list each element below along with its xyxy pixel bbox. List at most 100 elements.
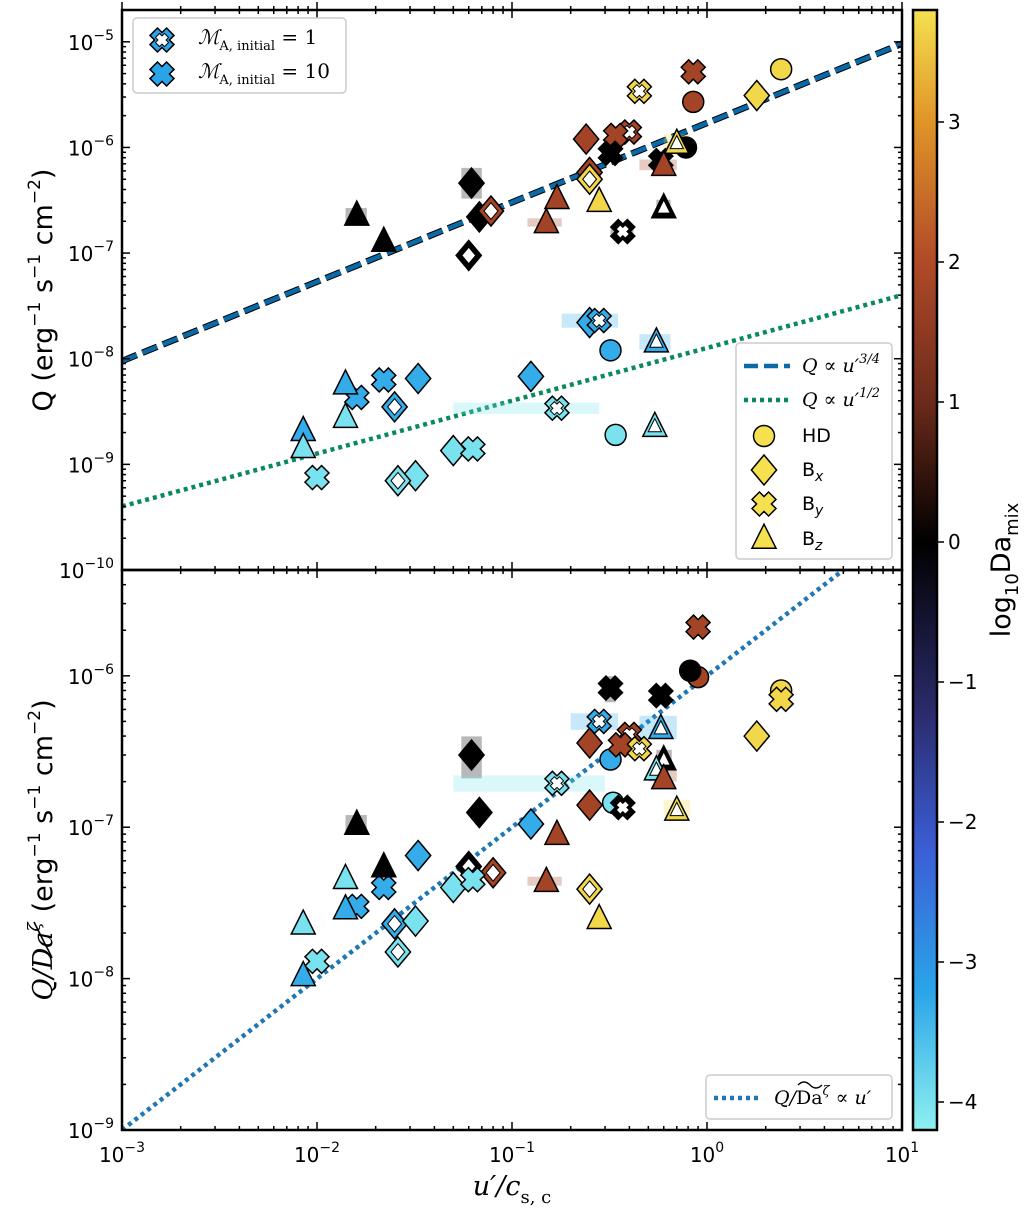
data-point-triangle-inner (653, 719, 669, 735)
data-point-cross-inner (549, 400, 565, 416)
data-point-triangle-inner (669, 134, 685, 150)
data-point-diamond (457, 738, 486, 772)
data-point-cross-inner (632, 83, 647, 99)
data-point-triangle (343, 808, 371, 835)
data-point-cross (459, 866, 486, 893)
data-point-triangle (290, 431, 317, 459)
data-point-cross (597, 140, 624, 167)
legend-q-12: Q ∝ u′1/2 (802, 386, 880, 411)
data-point-cross-inner (632, 741, 647, 757)
data-point-triangle (650, 762, 677, 790)
x-axis-label: u′/cs, c (473, 1171, 552, 1208)
data-point-triangle (332, 862, 359, 890)
data-point-diamond-inner (390, 942, 406, 961)
data-point-triangle (343, 199, 371, 226)
y-tick-label: 10−5 (68, 28, 114, 55)
data-point-triangle (543, 818, 571, 846)
fit-line (122, 292, 902, 509)
data-point-diamond-inner (461, 246, 477, 265)
data-point-diamond (743, 719, 771, 753)
data-point-triangle-inner (669, 801, 685, 817)
colorbar-tick-label: −4 (948, 1090, 977, 1114)
y-tick-label: 10−8 (68, 965, 114, 992)
colorbar-gradient (911, 8, 939, 1132)
legend-marker-cross (750, 490, 778, 518)
data-point-triangle (585, 902, 613, 930)
top-legend-fits: Q ∝ u′3/4 Q ∝ u′1/2 HD Bx By Bz (735, 342, 893, 560)
data-point-circle (681, 90, 705, 114)
y-tick-label: 10−8 (68, 345, 114, 372)
data-point-cross-inner (591, 313, 607, 328)
data-point-triangle (370, 851, 397, 878)
data-point-diamond (572, 122, 600, 156)
colorbar-tick-label: 1 (948, 390, 961, 414)
data-point-triangle (290, 908, 317, 935)
data-point-circle (678, 659, 702, 683)
data-point-cross (303, 464, 331, 491)
top-panel: 10−10 10−9 10−8 10−7 10−6 10−5 (59, 8, 904, 583)
colorbar: −4 −3 −2 −1 0 1 2 3 log10Damix (911, 8, 1023, 1132)
x-tick-label: 10−3 (99, 1140, 145, 1167)
bottom-ylabel: Q/Daζ(erg−1 s−1 cm−2) (25, 699, 59, 1000)
data-point-diamond (439, 434, 467, 467)
data-point-cross (370, 874, 397, 901)
fit-line (122, 41, 902, 364)
data-point-diamond (404, 839, 432, 872)
data-point-cross-inner (615, 800, 631, 815)
colorbar-tick-label: 0 (948, 530, 961, 554)
legend-mach-10: ℳA, initial = 10 (198, 59, 330, 88)
colorbar-label: log10Damix (986, 502, 1023, 637)
y-tick-label: 10−6 (68, 133, 114, 160)
data-point-cross (459, 435, 486, 462)
legend-hd: HD (802, 425, 831, 447)
legend-mach-1: ℳA, initial = 1 (198, 25, 317, 54)
data-point-triangle (332, 893, 359, 920)
fit-line (122, 570, 847, 1130)
y-tick-label: 10−10 (59, 556, 114, 583)
data-point-cross (597, 675, 624, 702)
data-point-diamond (517, 360, 545, 393)
data-point-triangle-inner (648, 332, 664, 348)
data-point-triangle (332, 401, 359, 429)
x-tick-label: 10−2 (294, 1140, 340, 1167)
legend-marker-filled-cross (148, 60, 176, 88)
data-point-diamond (404, 362, 432, 395)
data-point-cross (680, 58, 707, 85)
legend-marker-circle (752, 424, 776, 448)
data-point-diamond (576, 788, 604, 822)
error-band (453, 775, 606, 792)
error-band (453, 402, 600, 414)
data-point-diamond-inner (387, 914, 403, 933)
data-point-diamond-inner (483, 202, 499, 221)
data-point-diamond-inner (390, 471, 406, 490)
legend-box (132, 17, 347, 94)
colorbar-tick-label: 3 (948, 110, 961, 134)
data-point-cross (303, 948, 331, 975)
data-point-triangle (533, 865, 560, 893)
data-point-cross (370, 366, 397, 393)
y-tick-label: 10−9 (68, 1116, 114, 1143)
top-legend-mach: ℳA, initial = 1 ℳA, initial = 10 (132, 17, 347, 94)
legend-tilde (797, 1081, 823, 1089)
x-tick-label: 100 (690, 1140, 724, 1167)
data-point-diamond (457, 166, 486, 200)
bottom-ylabel-tilde (33, 921, 53, 959)
colorbar-tick-label: −1 (948, 670, 977, 694)
bottom-panel: 10−9 10−8 10−7 10−6 (68, 568, 904, 1143)
data-point-diamond (576, 726, 604, 760)
legend-q-da: Q/Daζ ∝ u′ (774, 1084, 872, 1109)
data-point-cross (647, 682, 674, 709)
legend-marker-triangle (750, 522, 778, 549)
data-point-diamond (743, 79, 771, 112)
data-point-cross (768, 686, 795, 713)
legend-by: By (802, 493, 824, 519)
bottom-panel-frame (120, 568, 904, 1132)
data-point-cross (607, 731, 634, 758)
data-point-diamond (517, 807, 545, 841)
colorbar-tick-label: −3 (948, 950, 977, 974)
data-point-triangle (290, 959, 317, 987)
data-point-diamond (465, 796, 493, 829)
data-point-triangle (370, 225, 397, 252)
data-point-cross-inner (615, 224, 631, 239)
